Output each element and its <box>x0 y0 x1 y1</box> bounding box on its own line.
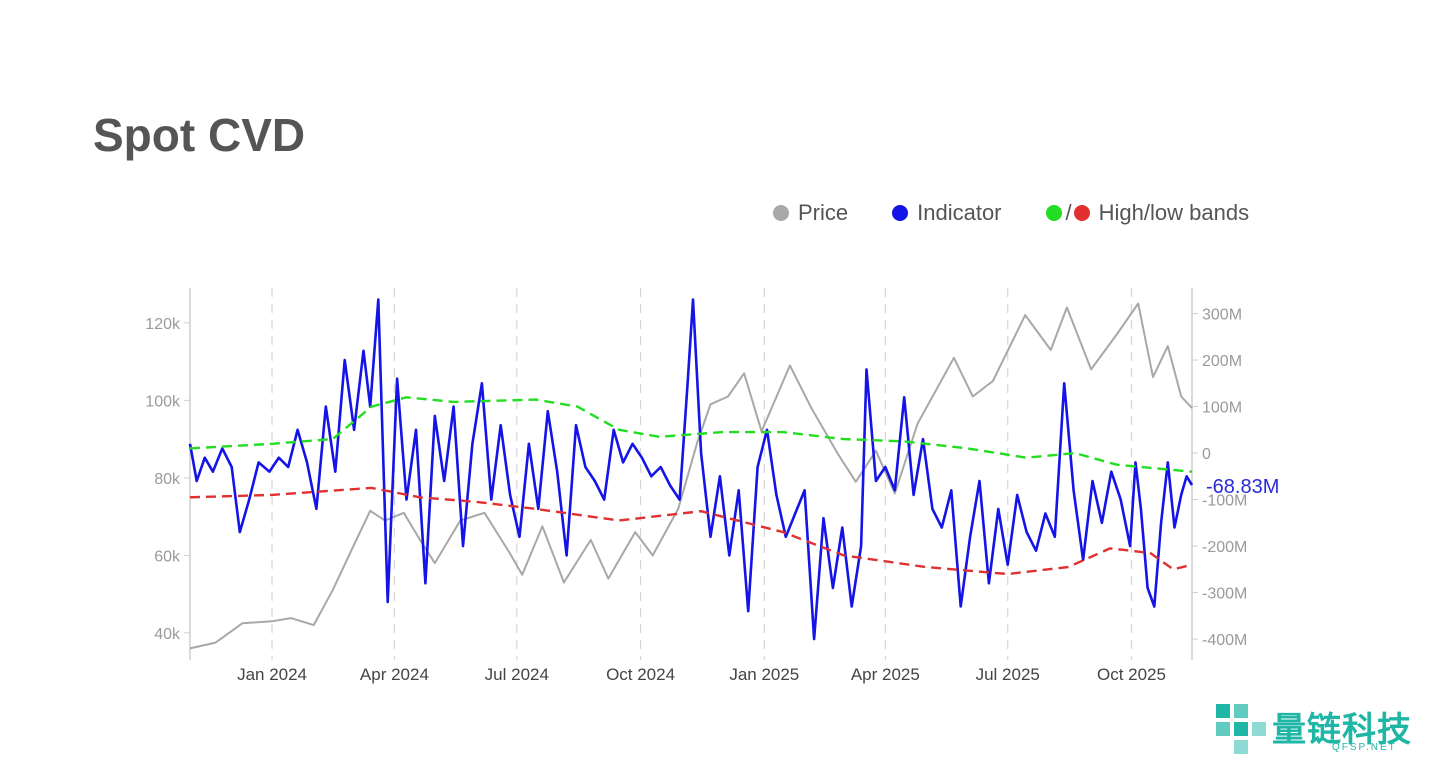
legend-item-indicator[interactable]: Indicator <box>892 200 1002 226</box>
x-tick-label: Oct 2025 <box>1097 665 1166 684</box>
low-band-dot-icon <box>1073 205 1090 221</box>
y-left-tick-label: 80k <box>154 471 181 488</box>
y-right-tick-label: -100M <box>1202 493 1247 510</box>
x-tick-label: Jan 2024 <box>237 665 307 684</box>
legend-label-price: Price <box>798 200 849 225</box>
y-left-tick-label: 60k <box>154 548 181 565</box>
series-line-indicator <box>188 298 1194 641</box>
y-left-tick-label: 120k <box>145 316 181 333</box>
series-line-price <box>189 302 1193 650</box>
watermark: 量链科技 QFSP.NET <box>1214 700 1434 756</box>
y-right-tick-label: 300M <box>1202 307 1242 324</box>
y-right-tick-label: 100M <box>1202 400 1242 417</box>
x-tick-label: Jan 2025 <box>729 665 799 684</box>
y-right-tick-label: 200M <box>1202 353 1242 370</box>
legend: Price Indicator / High/low bands <box>773 200 1249 226</box>
x-tick-label: Jul 2024 <box>485 665 549 684</box>
series-line-low-band <box>189 486 1193 576</box>
y-right-tick-label: -300M <box>1202 586 1247 603</box>
y-right-tick-label: -200M <box>1202 539 1247 556</box>
y-left-tick-label: 40k <box>154 626 181 643</box>
series-line-high-band <box>189 396 1193 473</box>
legend-item-price[interactable]: Price <box>773 200 848 226</box>
y-right-tick-label: -400M <box>1202 632 1247 649</box>
legend-item-bands[interactable]: / High/low bands <box>1045 200 1250 226</box>
y-right-tick-label: 0 <box>1202 446 1211 463</box>
chart-title: Spot CVD <box>93 109 306 161</box>
current-value-label: -68.83M <box>1206 476 1279 498</box>
x-tick-label: Apr 2024 <box>360 665 429 684</box>
watermark-logo-icon <box>1216 704 1266 754</box>
x-tick-label: Oct 2024 <box>606 665 675 684</box>
high-band-dot-icon <box>1045 205 1062 221</box>
x-tick-label: Apr 2025 <box>851 665 920 684</box>
legend-label-indicator: Indicator <box>917 200 1002 225</box>
watermark-text: 量链科技 <box>1272 711 1412 749</box>
y-left-tick-label: 100k <box>145 393 181 410</box>
watermark-sub: QFSP.NET <box>1332 742 1397 753</box>
legend-label-bands: High/low bands <box>1098 200 1250 225</box>
legend-slash: / <box>1065 200 1072 225</box>
x-tick-label: Jul 2025 <box>976 665 1040 684</box>
price-dot-icon <box>773 205 789 221</box>
indicator-dot-icon <box>892 205 909 221</box>
